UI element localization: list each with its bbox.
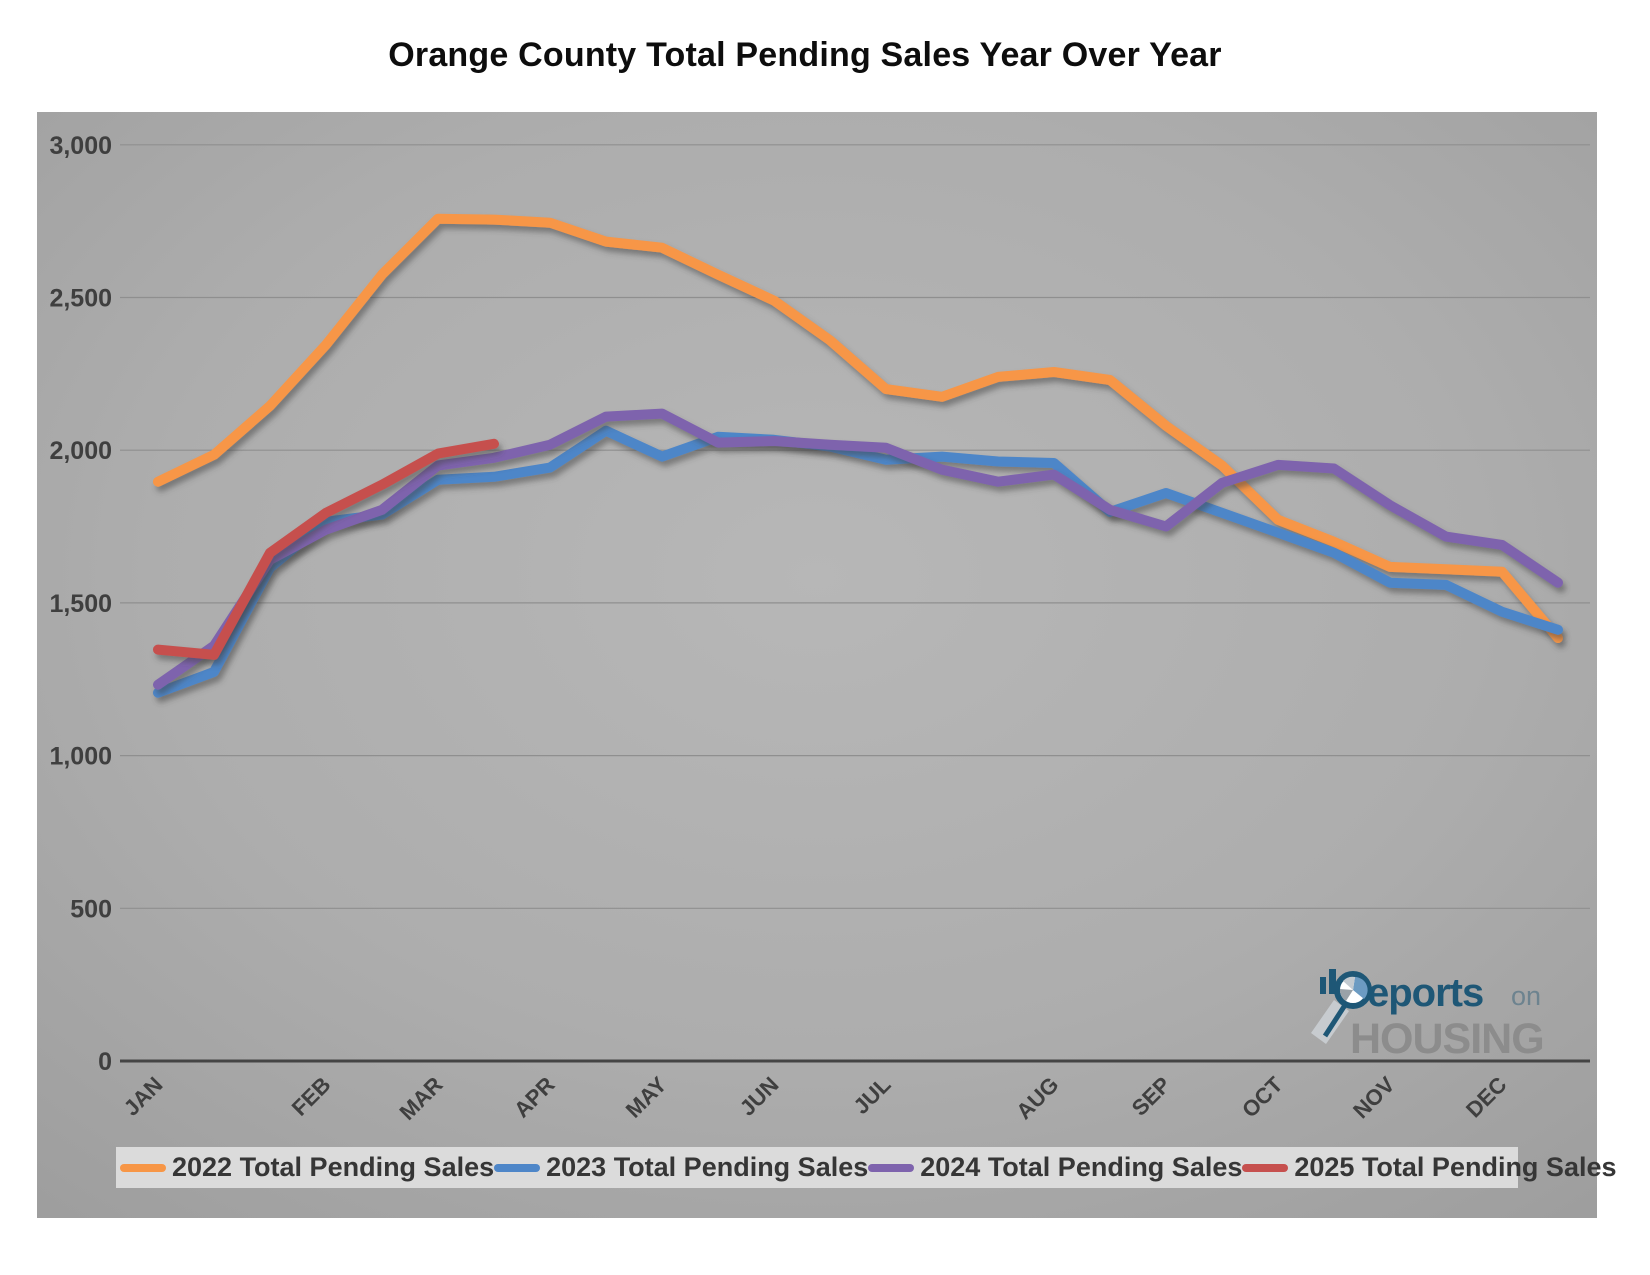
y-axis-tick-label: 0	[98, 1048, 112, 1076]
series-line-2025	[153, 438, 499, 660]
series-lines-group	[153, 213, 1563, 698]
series-line-2023	[153, 425, 1563, 698]
logo-bar-icon-1	[1320, 977, 1326, 994]
logo-pie-slice-paleblue	[1343, 976, 1355, 990]
logo-text-housing: HOUSING	[1350, 1015, 1544, 1063]
page-title: Orange County Total Pending Sales Year O…	[388, 36, 1222, 74]
legend-dash-2023	[494, 1163, 541, 1172]
legend-item-2022: 2022 Total Pending Sales	[120, 1152, 494, 1183]
y-axis-tick-label: 1,500	[49, 590, 112, 618]
series-line-2022	[153, 213, 1563, 643]
logo-reports-on-housing: eports on HOUSING	[1311, 969, 1545, 1063]
logo-pie-slice-blue	[1353, 977, 1368, 999]
y-axis-tick-label: 1,000	[49, 743, 112, 771]
legend-dash-2022	[120, 1163, 166, 1172]
legend-dash-2024	[868, 1163, 915, 1172]
series-line-2024	[153, 408, 1563, 690]
legend-dash-2025	[1242, 1163, 1289, 1172]
y-axis-tick-label: 3,000	[49, 132, 112, 160]
legend-item-2024: 2024 Total Pending Sales	[868, 1152, 1242, 1183]
legend: 2022 Total Pending Sales 2023 Total Pend…	[116, 1147, 1617, 1188]
y-axis-labels-group: 0 500 1,000 1,500 2,000 2,500 3,000	[49, 132, 112, 1076]
y-axis-tick-label: 500	[70, 895, 112, 923]
legend-item-2023: 2023 Total Pending Sales	[494, 1152, 868, 1183]
logo-text-reports: eports	[1367, 971, 1483, 1015]
plot-background	[37, 112, 1597, 1218]
logo-magnifier-handle-edge	[1322, 1000, 1350, 1038]
logo-text-on: on	[1511, 981, 1541, 1011]
logo-pie-slice-gray	[1339, 989, 1353, 1001]
legend-label-2022: 2022 Total Pending Sales	[172, 1152, 495, 1182]
legend-label-2024: 2024 Total Pending Sales	[920, 1152, 1243, 1182]
y-axis-tick-label: 2,000	[49, 437, 112, 465]
legend-item-2025: 2025 Total Pending Sales	[1242, 1152, 1617, 1183]
logo-bar-icon-2	[1329, 969, 1336, 994]
legend-label-2025: 2025 Total Pending Sales	[1294, 1152, 1617, 1182]
y-axis-tick-label: 2,500	[49, 285, 112, 313]
legend-label-2023: 2023 Total Pending Sales	[546, 1152, 869, 1182]
